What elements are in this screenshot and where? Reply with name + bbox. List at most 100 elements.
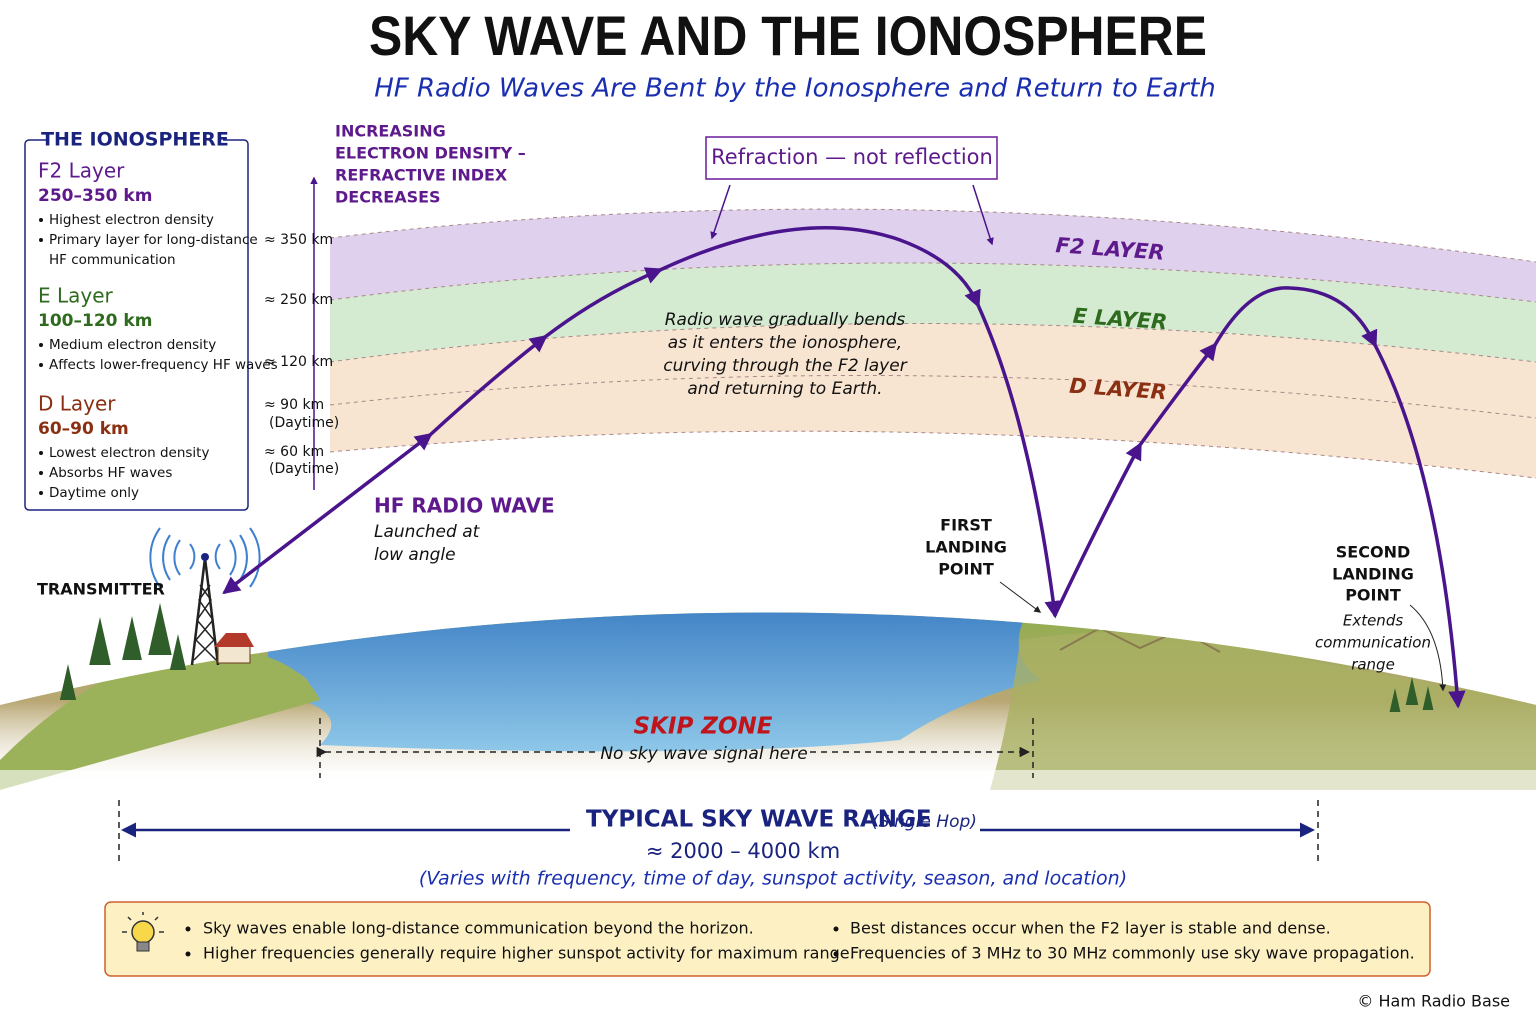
boundaries — [329, 208, 1536, 479]
callout: Refraction — not reflection — [711, 145, 993, 169]
sky-wave — [222, 226, 1466, 709]
wave-segment — [428, 334, 548, 437]
d-band — [330, 323, 1536, 478]
ring — [189, 543, 221, 570]
bullet — [39, 451, 43, 455]
layer-note: Medium electron density — [49, 337, 216, 353]
callout-box — [705, 136, 998, 180]
explanation-line: curving through the F2 layer — [663, 356, 907, 376]
wave-segment — [1138, 342, 1218, 447]
second-landing-line: POINT — [1345, 586, 1401, 605]
range-title: TYPICAL SKY WAVE RANGE — [586, 807, 932, 833]
layer-note: Primary layer for long-distance — [49, 232, 258, 248]
skip-zone-note: No sky wave signal here — [600, 744, 807, 764]
boundary-250 — [329, 262, 1536, 303]
bullet — [185, 926, 191, 932]
bulb — [131, 920, 155, 944]
layer-range: 100–120 km — [38, 311, 152, 331]
layer-name: D Layer — [38, 392, 116, 416]
layer-note: Affects lower-frequency HF waves — [49, 357, 278, 373]
axis-label: REFRACTIVE INDEX — [335, 166, 508, 185]
layer-note: Absorbs HF waves — [49, 465, 172, 481]
tree — [148, 603, 172, 655]
range-value: ≈ 2000 – 4000 km — [646, 839, 840, 863]
explanation-line: Radio wave gradually bends — [665, 310, 906, 330]
wave-segment — [976, 303, 1062, 619]
altitude-note: (Daytime) — [269, 415, 339, 431]
boundary-350 — [329, 208, 1536, 263]
altitude-note: (Daytime) — [269, 461, 339, 477]
footer: © Ham Radio Base — [1357, 992, 1510, 1011]
tip: Best distances occur when the F2 layer i… — [850, 919, 1331, 938]
bullet — [39, 491, 43, 495]
bullet — [833, 926, 839, 932]
layer-name: F2 Layer — [38, 159, 125, 183]
wave-segment — [658, 226, 981, 309]
explanation: Radio wave gradually bends as it enters … — [663, 310, 907, 399]
left-land — [0, 649, 320, 790]
explanation-line: as it enters the ionosphere, — [668, 333, 902, 353]
skip-zone-marker — [316, 718, 1034, 778]
first-landing-line: FIRST — [940, 516, 992, 535]
tip: Higher frequencies generally require hig… — [203, 944, 855, 963]
wave-segment — [1213, 286, 1378, 349]
second-landing-note: Extends — [1343, 612, 1403, 630]
wave-segment — [222, 432, 433, 595]
bullet — [39, 471, 43, 475]
second-landing-line: LANDING — [1332, 565, 1414, 584]
e-band — [330, 262, 1536, 362]
range-qualifier: (Single Hop) — [872, 812, 977, 832]
bulb-icon — [122, 912, 164, 952]
transmitter-label: TRANSMITTER — [37, 580, 165, 599]
layer-note: Daytime only — [49, 485, 139, 501]
tree — [169, 634, 187, 670]
bullet — [39, 363, 43, 367]
wave-segment — [1373, 343, 1466, 709]
first-landing-line: POINT — [938, 560, 994, 579]
axis-label: ELECTRON DENSITY – — [335, 144, 526, 163]
second-landing: SECOND LANDING POINT Extends communicati… — [1315, 543, 1431, 674]
tree — [1389, 688, 1401, 712]
tower-brace — [193, 584, 217, 661]
explanation-line: and returning to Earth. — [687, 379, 882, 399]
altitude-tick: ≈ 60 km — [264, 444, 324, 460]
trees — [59, 603, 1434, 712]
tower-leg — [190, 557, 207, 666]
layer-note: Lowest electron density — [49, 445, 209, 461]
boundary-90 — [329, 374, 1536, 419]
tree — [1422, 686, 1434, 710]
second-landing-note: communication — [1315, 634, 1431, 652]
wave-note: low angle — [374, 545, 456, 565]
tip-bullets — [185, 926, 839, 957]
bullet — [39, 218, 43, 222]
legend-bullets — [39, 218, 43, 495]
tree — [1405, 677, 1419, 705]
right-land — [990, 632, 1536, 790]
callout-arrow — [972, 184, 994, 246]
ocean — [268, 612, 1040, 752]
bullet — [39, 343, 43, 347]
wave-note: Launched at — [374, 522, 481, 542]
second-landing-note: range — [1351, 656, 1395, 674]
second-landing-arrow — [1409, 604, 1447, 692]
layer-name: E Layer — [38, 284, 114, 308]
house — [217, 644, 251, 664]
layer-note: HF communication — [49, 252, 176, 268]
altitude-tick: ≈ 250 km — [264, 292, 333, 308]
house-roof — [214, 633, 254, 647]
wave-segment — [543, 267, 664, 339]
title: SKY WAVE AND THE IONOSPHERE — [369, 4, 1207, 67]
earth-detail — [0, 612, 1536, 790]
tower — [190, 557, 220, 666]
axis-label: DECREASES — [335, 188, 441, 207]
legend-title-bg — [48, 128, 223, 152]
boundary-60 — [329, 430, 1536, 479]
wave-segment — [1053, 441, 1142, 617]
layer-range: 250–350 km — [38, 186, 152, 206]
bullet — [39, 238, 43, 242]
callout-arrow — [710, 184, 731, 240]
layer-note: Highest electron density — [49, 212, 214, 228]
